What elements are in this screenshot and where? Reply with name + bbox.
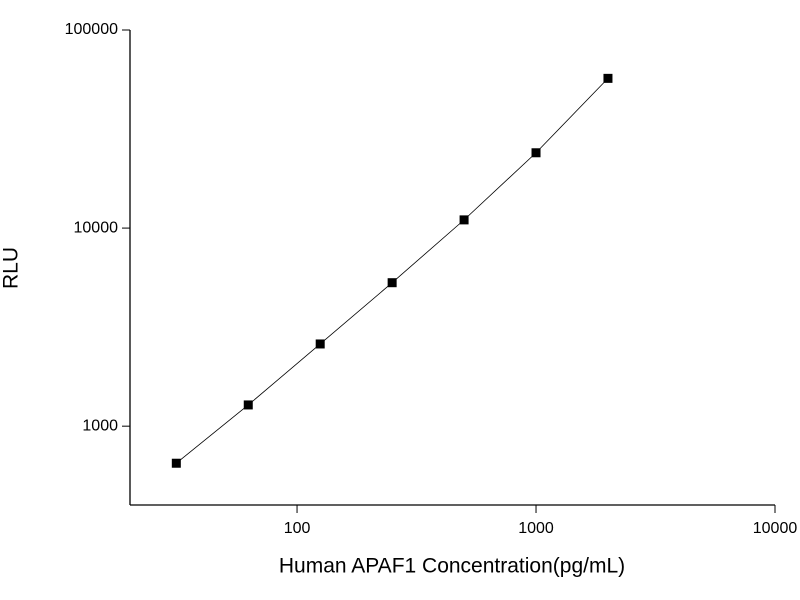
- y-axis-title: RLU: [0, 247, 23, 289]
- point: [459, 215, 469, 225]
- y-tick-label: 1000: [82, 417, 118, 434]
- point: [243, 400, 253, 410]
- line: [176, 78, 609, 464]
- point: [315, 339, 325, 349]
- x-tick-label: 10000: [753, 520, 798, 537]
- point: [387, 278, 397, 288]
- point: [531, 148, 541, 158]
- y-tick-label: 100000: [65, 21, 118, 38]
- x-axis-title: Human APAF1 Concentration(pg/mL): [279, 555, 625, 578]
- point: [603, 73, 613, 83]
- x-tick-label: 100: [284, 520, 311, 537]
- point: [171, 458, 181, 468]
- y-tick-label: 10000: [74, 219, 119, 236]
- x-tick-label: 1000: [518, 520, 554, 537]
